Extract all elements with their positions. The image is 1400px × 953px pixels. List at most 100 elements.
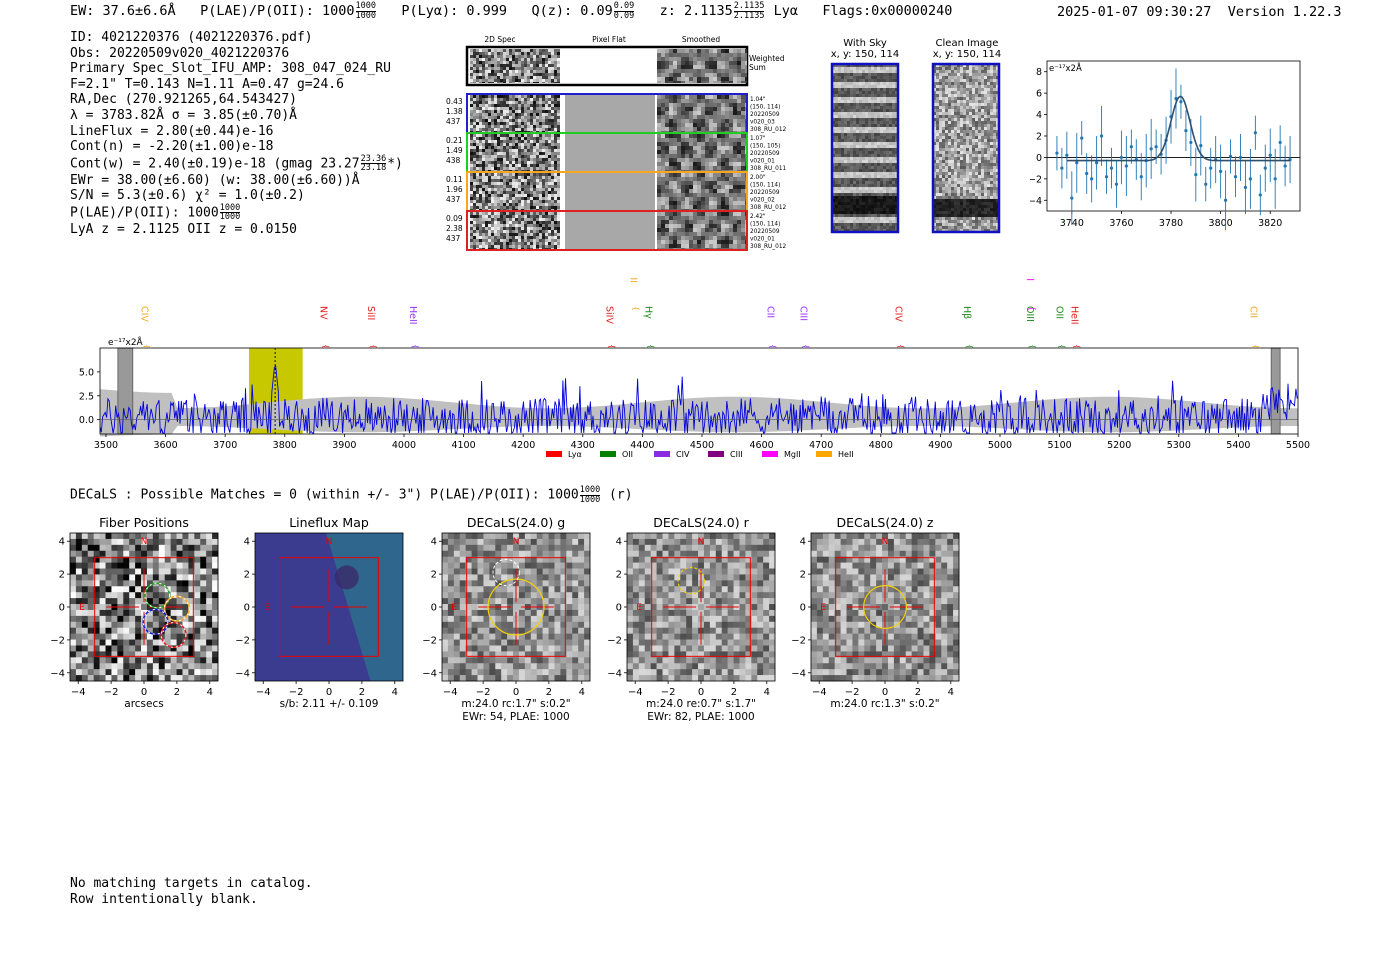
- spectrum-line-brace-4: {: [631, 306, 640, 311]
- panel-4-north: N: [882, 537, 889, 547]
- info-radec: RA,Dec (270.921265,64.543427): [70, 92, 297, 108]
- cutout-row-0-right-3: v020_03: [750, 120, 775, 126]
- cutout-row-2-left-2: 437: [446, 195, 461, 204]
- panel-2-east: E: [451, 603, 457, 613]
- legend-swatch-4: [762, 451, 778, 457]
- panel-1-ytick-label-2: 2: [244, 570, 250, 581]
- zoom-point-38: [1243, 185, 1248, 190]
- legend-swatch-3: [708, 451, 724, 457]
- panel-1-xtick-label-0: 0: [326, 687, 332, 698]
- panel-4-aperture: [835, 557, 935, 657]
- spectrum-xtick-label-4700: 4700: [809, 440, 833, 451]
- panel-3-east: E: [636, 603, 642, 613]
- cutout-row-2-left-0: 0.11: [446, 175, 463, 184]
- panel-2-aperture-circle: [487, 578, 545, 636]
- zoom-point-42: [1263, 166, 1267, 170]
- spectrum-line-brace-12: {: [1028, 344, 1037, 349]
- zoom-xtick-label-3820: 3820: [1258, 218, 1282, 229]
- zoom-point-17: [1139, 175, 1143, 179]
- panel-3-xtick-label--2: −2: [661, 687, 676, 698]
- zoom-point-9: [1099, 134, 1104, 138]
- spectrum-ytick-label-5: 5.0: [79, 367, 94, 378]
- zoom-point-26: [1184, 129, 1188, 133]
- panel-1-xtick-label--2: −2: [289, 687, 304, 698]
- panel-4-xtick-label--4: −4: [812, 687, 827, 698]
- panel-0-xtick-label--4: −4: [71, 687, 86, 698]
- spectrum-line-brace-2: {: [369, 344, 378, 349]
- panel-1-north: N: [326, 537, 333, 547]
- cutout-row-2-left-1: 1.96: [446, 185, 463, 194]
- panel-3-xtick-label--4: −4: [628, 687, 643, 698]
- info-fparams: F=2.1" T=0.143 N=1.11 A=0.47 g=24.6: [70, 76, 344, 92]
- legend-label-0: Lyα: [568, 450, 582, 459]
- cutout-row-3-left-0: 0.09: [446, 214, 463, 223]
- fiber-circle-dash-1: [164, 595, 190, 622]
- panel-0-xtick-label-0: 0: [141, 687, 147, 698]
- zoom-point-35: [1228, 154, 1233, 158]
- cutout-row-3-pixelflat: [565, 212, 655, 249]
- legend-label-1: OII: [622, 450, 633, 459]
- spectrum-line-brace-13: {: [1058, 344, 1067, 349]
- panel-0-caption-1: arcsecs: [124, 698, 163, 710]
- spectrum-xtick-label-4800: 4800: [869, 440, 893, 451]
- panel-4-xtick-label-2: 2: [915, 687, 921, 698]
- spectrum-line-label-14: HeII: [1069, 306, 1080, 325]
- zoom-ylabel: e⁻¹⁷x2Å: [1049, 62, 1082, 74]
- panel-1-xtick-label-4: 4: [392, 687, 398, 698]
- panel-3-ytick-label-4: 4: [616, 537, 622, 548]
- zoom-xtick-label-3800: 3800: [1209, 218, 1233, 229]
- panel-3-xtick-label-2: 2: [731, 687, 737, 698]
- panel-4-ytick-label--4: −4: [791, 668, 806, 679]
- panel-4-aperture-circle: [863, 585, 907, 629]
- panel-0-ytick-label-0: 0: [59, 603, 65, 614]
- spectrum-xtick-label-5500: 5500: [1286, 440, 1310, 451]
- header-datetime: 2025-01-07 09:30:27: [1057, 4, 1212, 20]
- panel-4-ytick-label-4: 4: [800, 537, 806, 548]
- sky-grid: [830, 62, 1001, 234]
- info-obs: Obs: 20220509v020_4021220376: [70, 45, 290, 61]
- zoom-point-41: [1258, 193, 1262, 197]
- panel-0-north: N: [141, 537, 148, 547]
- cutout-row-0-right-0: 1.04": [750, 97, 766, 103]
- zoom-point-36: [1233, 175, 1238, 179]
- zoom-ytick-label--4: −4: [1030, 196, 1042, 207]
- spectrum-line-label-13: OII: [1054, 306, 1065, 319]
- panel-2-title: DECaLS(24.0) g: [467, 515, 565, 530]
- spectrum-xtick-label-5000: 5000: [988, 440, 1012, 451]
- header-flags: Flags:0x00000240: [822, 3, 953, 19]
- zoom-xtick-label-3760: 3760: [1109, 218, 1133, 229]
- panel-2-xtick-label-2: 2: [546, 687, 552, 698]
- panel-2-ytick-label--4: −4: [422, 668, 437, 679]
- zoom-point-6: [1085, 171, 1089, 176]
- panel-0-east: E: [79, 603, 85, 613]
- header-qz: Q(z): 0.09: [531, 3, 613, 19]
- cutout-row-3-smoothed: [657, 212, 747, 249]
- spectrum-line-label-3: HeII: [407, 306, 418, 325]
- spectrum-xtick-label-4400: 4400: [630, 440, 654, 451]
- legend-swatch-1: [600, 451, 616, 457]
- spectrum-xtick-label-3600: 3600: [153, 440, 177, 451]
- panel-2-xtick-label-4: 4: [579, 687, 585, 698]
- zoom-point-27: [1189, 140, 1193, 145]
- info-primary: Primary Spec_Slot_IFU_AMP: 308_047_024_R…: [70, 61, 391, 77]
- spectrum-line-brace-6: {: [646, 344, 655, 349]
- spectrum-error-envelope: [100, 389, 1298, 437]
- cutout-row-0-right-1: (150, 114): [750, 105, 780, 111]
- legend-swatch-5: [816, 451, 832, 457]
- spectrum-line-brace-5: {: [608, 344, 617, 349]
- panel-2-ytick-label-0: 0: [431, 603, 437, 614]
- zoom-point-34: [1223, 198, 1228, 202]
- zoom-ytick-label-8: 8: [1036, 67, 1042, 78]
- header-bar: EW: 37.6±6.6Å P(LAE)/P(OII): 1000 1000 100…: [70, 2, 952, 20]
- cutout-row-1-left-0: 0.21: [446, 136, 463, 145]
- clean-image-title: Clean Image x, y: 150, 114: [932, 38, 1002, 60]
- info-id: ID: 4021220376 (4021220376.pdf): [70, 30, 313, 45]
- zoom-point-46: [1283, 164, 1287, 168]
- legend-label-5: HeII: [838, 450, 854, 459]
- full-spectrum-plot: 0.0 2.5 5.0 3500 3600 3700 3800 3900 4000 4100 420…: [79, 278, 1310, 459]
- clean-image-frame: [931, 62, 1001, 234]
- panel-1-title: Lineflux Map: [289, 515, 369, 530]
- cutout-row-3-left-1: 2.38: [446, 224, 463, 233]
- cutout-row-3-frame: [466, 210, 748, 251]
